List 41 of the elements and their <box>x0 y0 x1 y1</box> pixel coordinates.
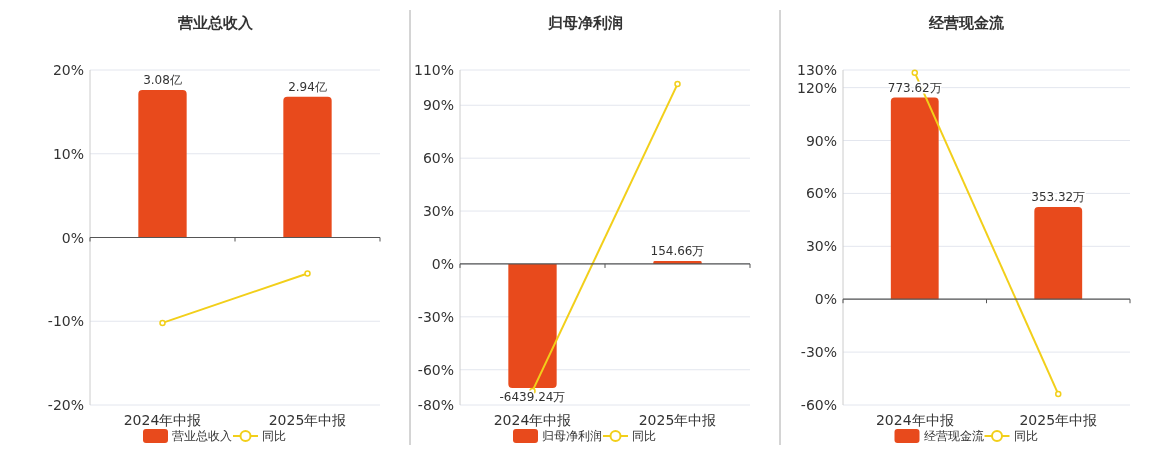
x-tick-label: 2024年中报 <box>493 412 572 428</box>
x-tick-label: 2024年中报 <box>875 412 954 428</box>
x-tick-label: 2025年中报 <box>1019 412 1098 428</box>
y-tick-label: 10% <box>52 145 84 162</box>
y-tick-label: 110% <box>413 62 454 78</box>
data-label: -6439.24万 <box>499 390 566 405</box>
y-tick-label: -80% <box>417 397 454 413</box>
legend-label: 同比 <box>1013 429 1038 443</box>
y-tick-label: 90% <box>422 97 454 114</box>
y-tick-label: -20% <box>47 397 84 413</box>
x-tick-label: 2025年中报 <box>268 412 347 428</box>
y-tick-label: -30% <box>417 308 454 325</box>
y-tick-label: -60% <box>800 397 837 413</box>
y-tick-label: 130% <box>796 62 837 78</box>
chart-title: 经营现金流 <box>928 14 1005 32</box>
data-label: 2.94亿 <box>288 79 327 94</box>
chart-title: 营业总收入 <box>176 14 254 32</box>
data-label: 353.32万 <box>1031 190 1086 205</box>
y-tick-label: -10% <box>47 313 84 330</box>
y-tick-label: 20% <box>52 62 84 78</box>
y-tick-label: -30% <box>800 344 837 361</box>
y-tick-label: 60% <box>422 150 454 167</box>
legend-label: 归母净利润 <box>542 429 602 443</box>
chart-title: 归母净利润 <box>546 14 623 32</box>
x-tick-label: 2024年中报 <box>123 412 202 428</box>
legend-label: 同比 <box>262 429 286 443</box>
y-tick-label: 60% <box>805 185 837 202</box>
x-tick-label: 2025年中报 <box>638 412 717 428</box>
y-tick-label: 30% <box>422 203 454 220</box>
legend-label: 同比 <box>632 429 656 443</box>
y-tick-label: 30% <box>805 238 837 255</box>
y-tick-label: 0% <box>61 229 84 246</box>
y-tick-label: 120% <box>796 79 837 96</box>
y-tick-label: 0% <box>814 291 837 308</box>
y-tick-label: -60% <box>417 361 454 378</box>
data-label: 154.66万 <box>650 243 705 258</box>
legend-label: 营业总收入 <box>172 429 232 443</box>
data-label: 3.08亿 <box>143 73 182 88</box>
y-tick-label: 90% <box>805 132 837 149</box>
legend-label: 经营现金流 <box>923 429 984 443</box>
y-tick-label: 0% <box>431 255 454 272</box>
